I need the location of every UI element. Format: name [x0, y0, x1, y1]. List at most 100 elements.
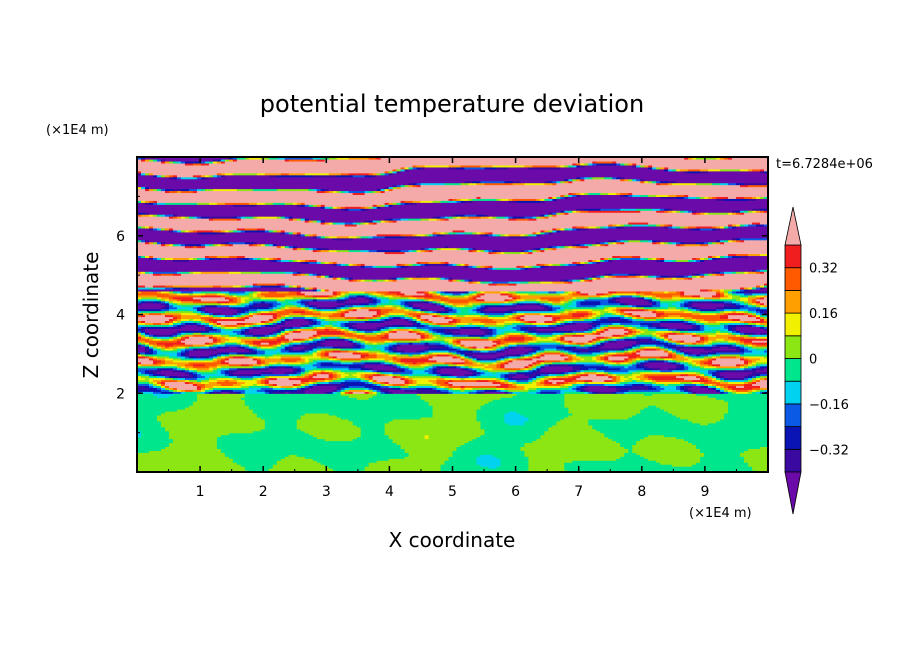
field-cell	[480, 456, 486, 459]
field-cell	[692, 460, 697, 463]
field-cell	[156, 450, 162, 453]
field-cell	[328, 444, 334, 448]
field-cell	[288, 458, 294, 461]
field-cell	[216, 450, 222, 453]
field-cell	[180, 460, 186, 463]
field-cell	[420, 438, 426, 442]
field-cell	[268, 444, 274, 448]
field-cell	[628, 466, 633, 469]
field-cell	[484, 460, 490, 463]
field-cell	[252, 452, 258, 455]
field-cell	[396, 454, 402, 457]
field-cell	[476, 454, 482, 457]
field-cell	[312, 462, 318, 465]
field-cell	[680, 444, 685, 448]
field-cell	[172, 440, 178, 444]
field-cell	[764, 436, 768, 440]
field-cell	[716, 442, 721, 446]
field-cell	[592, 464, 597, 467]
field-cell	[184, 434, 190, 438]
field-cell	[292, 452, 298, 455]
field-cell	[268, 440, 274, 444]
field-cell	[560, 442, 565, 446]
field-cell	[688, 456, 693, 459]
field-cell	[536, 468, 541, 471]
field-cell	[192, 454, 198, 457]
field-cell	[292, 450, 298, 453]
field-cell	[572, 454, 577, 457]
field-cell	[168, 462, 174, 465]
field-cell	[632, 468, 637, 471]
field-cell	[648, 468, 653, 471]
field-cell	[348, 464, 354, 467]
field-cell	[612, 454, 617, 457]
field-cell	[248, 446, 254, 449]
field-cell	[148, 458, 154, 461]
field-cell	[764, 458, 768, 461]
field-cell	[460, 468, 466, 471]
field-cell	[484, 446, 490, 449]
field-cell	[528, 438, 533, 442]
field-cell	[584, 468, 589, 471]
field-cell	[272, 454, 278, 457]
field-cell	[137, 468, 142, 471]
field-cell	[276, 434, 282, 438]
field-cell	[752, 438, 757, 442]
field-cell	[176, 444, 182, 448]
field-cell	[700, 440, 705, 444]
field-cell	[332, 438, 338, 442]
field-cell	[620, 456, 625, 459]
field-cell	[328, 466, 334, 469]
field-cell	[636, 454, 641, 457]
field-cell	[272, 444, 278, 448]
field-cell	[420, 458, 426, 461]
field-cell	[500, 456, 506, 459]
field-cell	[620, 448, 625, 451]
field-cell	[284, 450, 290, 453]
field-cell	[168, 450, 174, 453]
field-cell	[556, 440, 561, 444]
field-cell	[312, 444, 318, 448]
field-cell	[736, 442, 741, 446]
field-cell	[676, 440, 681, 444]
field-cell	[192, 466, 198, 469]
field-cell	[412, 448, 418, 451]
field-cell	[172, 438, 178, 442]
field-cell	[164, 448, 170, 451]
field-cell	[480, 438, 486, 442]
field-cell	[396, 442, 402, 446]
field-cell	[668, 446, 673, 449]
field-cell	[520, 442, 525, 446]
field-cell	[416, 436, 422, 440]
field-cell	[228, 450, 234, 453]
field-cell	[672, 450, 677, 453]
field-cell	[180, 434, 186, 438]
field-cell	[664, 468, 669, 471]
field-cell	[564, 448, 569, 451]
field-cell	[720, 460, 725, 463]
field-cell	[540, 448, 545, 451]
field-cell	[468, 436, 474, 440]
field-cell	[608, 436, 613, 440]
field-cell	[352, 466, 358, 469]
plot-area	[137, 157, 768, 472]
field-cell	[592, 438, 597, 442]
field-cell	[376, 468, 382, 471]
field-cell	[156, 434, 162, 438]
field-cell	[688, 462, 693, 465]
field-cell	[144, 454, 150, 457]
field-cell	[672, 440, 677, 444]
field-cell	[488, 464, 494, 467]
field-cell	[404, 458, 410, 461]
field-cell	[208, 448, 214, 451]
field-cell	[272, 434, 278, 438]
field-cell	[452, 446, 458, 449]
field-cell	[396, 458, 402, 461]
field-cell	[356, 466, 362, 469]
field-cell	[628, 468, 633, 471]
field-cell	[264, 450, 270, 453]
field-cell	[464, 440, 470, 444]
field-cell	[416, 434, 422, 438]
field-cell	[444, 464, 450, 467]
field-cell	[316, 458, 322, 461]
